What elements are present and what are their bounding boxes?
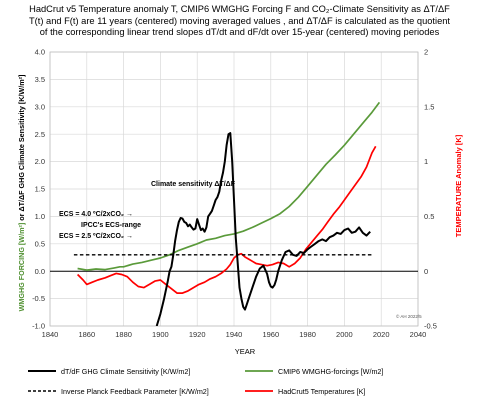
legend-label-sensitivity: dT/dF GHG Climate Sensitivity [K/W/m2] (61, 367, 190, 376)
y-axis-label-left: WMGHG FORCING [W/m²] or ΔT/ΔF GHG Climat… (17, 75, 26, 312)
y-tick-label: 1.0 (35, 212, 45, 221)
title-line-2: T(t) and F(t) are 11 years (centered) mo… (29, 15, 450, 26)
y2-tick-label: 1.5 (424, 102, 434, 111)
y2-tick-label: 1 (424, 157, 428, 166)
x-tick-label: 1940 (226, 330, 243, 339)
y-tick-label: 3.0 (35, 102, 45, 111)
x-axis-label: YEAR (235, 347, 256, 356)
y-tick-label: 0.0 (35, 267, 45, 276)
y-tick-label: 0.5 (35, 239, 45, 248)
y-axis-label-left-forcing: WMGHG FORCING [W/m²] (17, 223, 26, 312)
y-tick-label: 3.5 (35, 75, 45, 84)
y2-tick-label: 2 (424, 48, 428, 57)
x-tick-label: 1900 (152, 330, 169, 339)
y-tick-label: -0.5 (32, 294, 45, 303)
x-tick-label: 1920 (189, 330, 206, 339)
x-tick-label: 2040 (410, 330, 427, 339)
title-line-3: of the corresponding linear trend slopes… (39, 27, 440, 38)
x-tick-label: 1880 (115, 330, 132, 339)
series-hadcrut5-temperature (76, 145, 377, 294)
series-wmghg-forcing (77, 101, 381, 271)
x-tick-label: 1960 (262, 330, 279, 339)
y2-tick-label: 0 (424, 267, 428, 276)
series-climate-sensitivity (155, 132, 371, 326)
title-line-1: HadCrut v5 Temperature anomaly T, CMIP6 … (29, 4, 450, 14)
y-tick-label: 4.0 (35, 48, 45, 57)
x-tick-label: 1840 (42, 330, 59, 339)
annotation-copyright: © AH 2022/5 (396, 313, 422, 319)
legend-label-forcing: CMIP6 WMGHG-forcings [W/m2] (278, 367, 383, 376)
annotation-ecs-range: IPCC's ECS-range (81, 222, 141, 229)
chart-title: HadCrut v5 Temperature anomaly T, CMIP6 … (0, 4, 479, 39)
annotation-climate-sensitivity: Climate sensitivity ΔT/ΔF (151, 181, 236, 188)
series-layer (73, 101, 381, 326)
annotation-ecs-high: ECS = 4.0 ºC/2xCO₂ → (59, 211, 133, 218)
y-tick-label: 2.0 (35, 157, 45, 166)
y2-tick-label: 0.5 (424, 212, 434, 221)
y-axis-label-left-sensitivity: ΔT/ΔF GHG Climate Sensitivity [K/W/m²] (17, 75, 26, 212)
y-tick-label: -1.0 (32, 322, 45, 331)
axes-layer (49, 51, 419, 327)
y-axis-label-right-temperature: TEMPERATURE (454, 179, 463, 237)
x-tick-label: 1980 (299, 330, 316, 339)
legend-label-temperature: HadCrut5 Temperatures [K] (278, 387, 365, 396)
plot-frame (49, 51, 419, 327)
x-tick-label: 2000 (336, 330, 353, 339)
y-tick-label: 2.5 (35, 130, 45, 139)
y-axis-label-right: TEMPERATURE Anomaly [K] (454, 134, 463, 237)
y2-tick-label: -0.5 (424, 322, 437, 331)
legend: dT/dF GHG Climate Sensitivity [K/W/m2] C… (28, 367, 383, 396)
legend-label-planck: Inverse Planck Feedback Parameter [K/W/m… (61, 387, 209, 396)
ticks-layer: -1.0 -0.5 0.0 0.5 1.0 1.5 2.0 2.5 3.0 3.5 4.0 1840 1… (32, 48, 437, 339)
y-axis-label-right-anomaly: Anomaly [K] (454, 134, 463, 179)
y-axis-label-left-or: or (17, 212, 26, 223)
y-tick-label: 1.5 (35, 185, 45, 194)
x-tick-label: 2020 (373, 330, 390, 339)
annotation-ecs-low: ECS = 2.5 ºC/2xCO₂ → (59, 233, 133, 240)
x-tick-label: 1860 (78, 330, 95, 339)
